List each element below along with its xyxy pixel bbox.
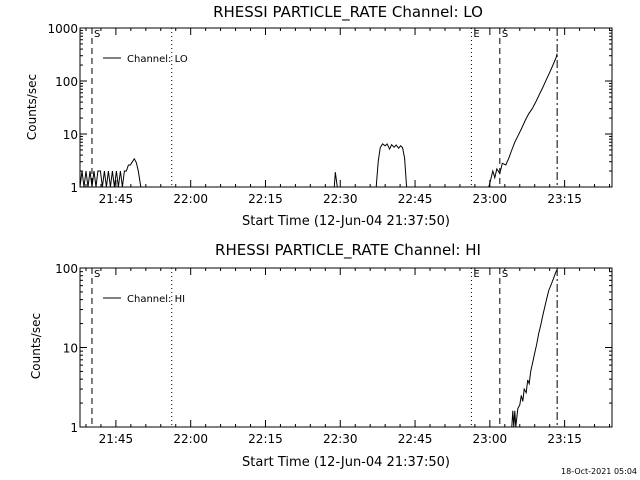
chart-panel-hi: RHESSI PARTICLE_RATE Channel: HI Counts/… — [29, 241, 613, 470]
x-tick-label: 23:00 — [473, 192, 508, 206]
x-tick-label: 22:00 — [173, 432, 208, 446]
legend-entry: Channel: HI — [127, 294, 185, 305]
x-tick-label: 23:15 — [547, 192, 582, 206]
y-tick-label: 10 — [63, 342, 78, 356]
x-tick-label: 22:30 — [323, 432, 358, 446]
event-marker-label: S — [94, 269, 100, 280]
x-tick-label: 22:15 — [248, 192, 283, 206]
plot-frame — [79, 27, 613, 188]
x-tick-label: 22:00 — [173, 192, 208, 206]
x-tick-label: 23:15 — [547, 432, 582, 446]
event-marker-label: E — [473, 269, 479, 280]
chart-title: RHESSI PARTICLE_RATE Channel: LO — [213, 3, 483, 22]
x-axis-label: Start Time (12-Jun-04 21:37:50) — [242, 455, 450, 470]
event-marker-label: S — [502, 269, 508, 280]
series-line-segment — [488, 53, 558, 188]
event-marker-label: E — [473, 29, 479, 40]
series-line-segment — [375, 143, 408, 188]
series-line-segment — [511, 269, 558, 428]
x-tick-label: 22:30 — [323, 192, 358, 206]
y-tick-label: 1 — [70, 421, 78, 435]
legend-entry: Channel: LO — [127, 54, 188, 65]
y-axis-label: Counts/sec — [25, 74, 39, 140]
footer-timestamp: 18-Oct-2021 05:04 — [561, 467, 637, 476]
y-tick-label: 100 — [55, 75, 78, 89]
x-tick-label: 22:45 — [398, 192, 433, 206]
y-axis-label: Counts/sec — [29, 313, 43, 379]
x-tick-label: 21:45 — [99, 432, 134, 446]
chart-panel-lo: RHESSI PARTICLE_RATE Channel: LO Counts/… — [25, 3, 613, 229]
y-tick-label: 100 — [55, 262, 78, 276]
y-tick-label: 1 — [70, 181, 78, 195]
y-tick-label: 1000 — [47, 22, 78, 36]
series-line-segment — [333, 172, 338, 188]
event-marker-label: S — [502, 29, 508, 40]
x-tick-label: 21:45 — [99, 192, 134, 206]
x-tick-label: 22:45 — [398, 432, 433, 446]
x-tick-label: 23:00 — [473, 432, 508, 446]
chart-title: RHESSI PARTICLE_RATE Channel: HI — [215, 241, 481, 260]
x-tick-label: 22:15 — [248, 432, 283, 446]
event-marker-label: S — [94, 29, 100, 40]
y-tick-label: 10 — [63, 128, 78, 142]
x-axis-label: Start Time (12-Jun-04 21:37:50) — [242, 214, 450, 229]
